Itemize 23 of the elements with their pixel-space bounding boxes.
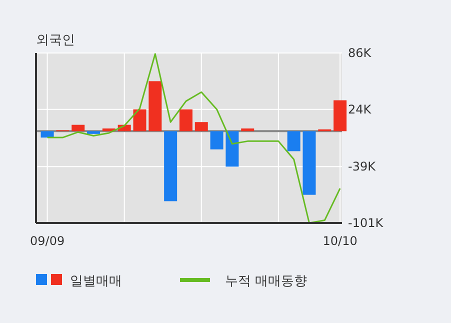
bar	[287, 131, 300, 152]
bar	[72, 124, 85, 132]
bar	[164, 131, 178, 202]
bar	[241, 128, 254, 132]
bar	[133, 109, 146, 132]
y-tick-label: -39K	[348, 160, 377, 174]
chart-title: 외국인	[36, 33, 75, 48]
bar	[334, 100, 347, 132]
bar	[302, 131, 316, 195]
bar	[87, 131, 100, 134]
bar	[179, 109, 192, 132]
bar	[40, 131, 54, 138]
bar	[194, 122, 208, 132]
x-tick-label: 10/10	[322, 234, 358, 248]
y-tick-label: -101K	[348, 216, 384, 230]
legend-label: 일별매매	[70, 274, 122, 289]
x-tick-label: 09/09	[30, 234, 65, 248]
bar	[226, 131, 239, 167]
y-tick-label: 24K	[348, 102, 372, 116]
y-tick-label: 86K	[348, 46, 372, 60]
legend-label: 누적 매매동향	[225, 274, 308, 289]
bar	[148, 81, 162, 132]
bar	[210, 131, 224, 150]
